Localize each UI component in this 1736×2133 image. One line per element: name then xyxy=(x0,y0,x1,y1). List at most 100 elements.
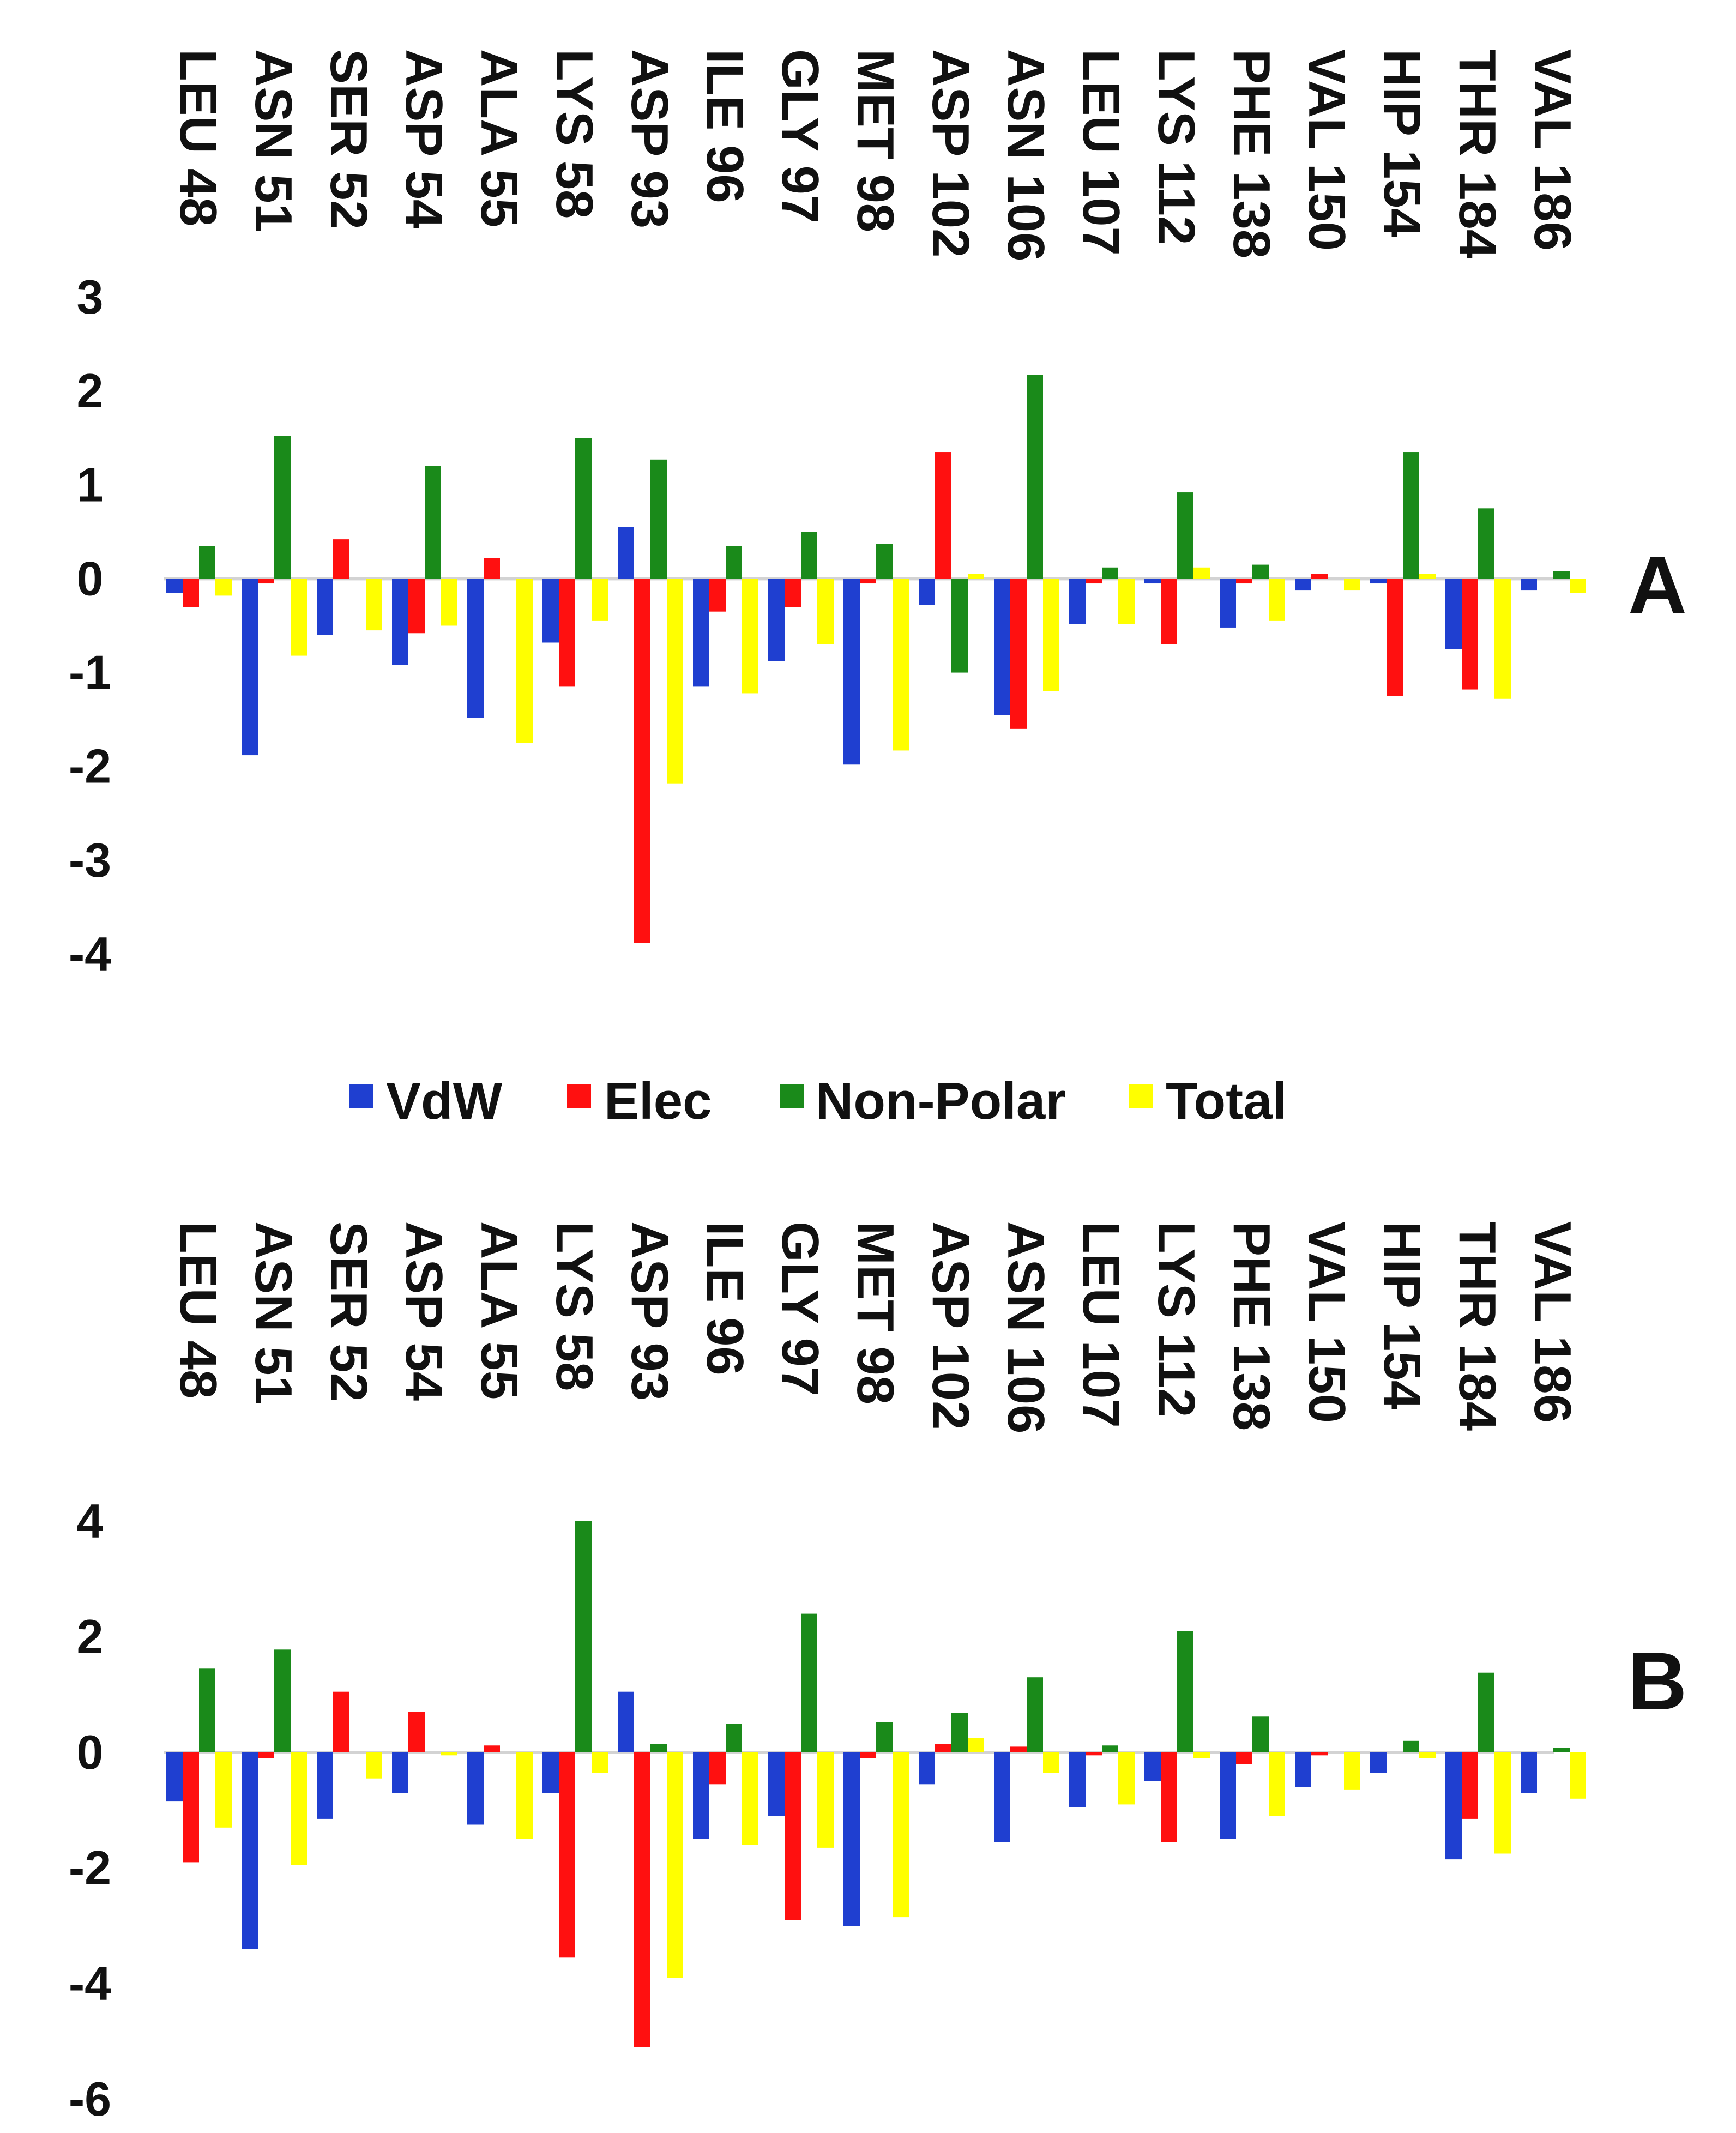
panel-b-bar-vdw-asp-54 xyxy=(392,1752,408,1793)
panel-b-bars xyxy=(166,1521,1586,2047)
panel-a-bar-vdw-ser-52 xyxy=(317,579,333,635)
panel-a-category-label-val-186: VAL 186 xyxy=(1523,49,1582,251)
panel-b-bar-total-asn-106 xyxy=(1043,1752,1059,1773)
panel-a-bar-non-polar-phe-138 xyxy=(1252,564,1269,579)
panel-a-y-tick-4: -1 xyxy=(69,646,111,700)
panel-a-bar-total-phe-138 xyxy=(1269,579,1285,621)
panel-b-bar-elec-lys-112 xyxy=(1161,1752,1177,1842)
panel-b-bar-total-asp-54 xyxy=(441,1752,457,1756)
panel-b-bar-elec-ile-96 xyxy=(709,1752,726,1785)
panel-a-bar-elec-ile-96 xyxy=(709,579,726,612)
panel-a-bar-non-polar-asp-93 xyxy=(650,459,667,579)
panel-b-bar-vdw-val-186 xyxy=(1521,1752,1537,1793)
panel-a-bar-non-polar-lys-112 xyxy=(1177,492,1194,579)
panel-a-bar-elec-asp-93 xyxy=(634,579,650,943)
panel-a-bar-vdw-met-98 xyxy=(843,579,860,765)
panel-a-bar-vdw-ile-96 xyxy=(693,579,709,687)
panel-b-bar-vdw-asn-106 xyxy=(994,1752,1010,1842)
panel-a-bar-elec-ala-55 xyxy=(484,558,500,579)
panel-a-bar-elec-phe-138 xyxy=(1236,579,1252,584)
panel-b-category-label-met-98: MET 98 xyxy=(846,1221,905,1405)
panel-b-bar-elec-asp-54 xyxy=(408,1712,425,1752)
panel-b-bar-total-ser-52 xyxy=(366,1752,382,1779)
panel-b-category-label-lys-58: LYS 58 xyxy=(545,1221,604,1391)
panel-a-bar-vdw-leu-48 xyxy=(166,579,183,593)
panel-b-bar-non-polar-leu-48 xyxy=(199,1668,215,1752)
panel-a-bar-total-leu-107 xyxy=(1118,579,1135,624)
panel-b-category-label-asp-93: ASP 93 xyxy=(620,1221,679,1401)
panel-b-bar-vdw-phe-138 xyxy=(1220,1752,1236,1839)
panel-a-bar-total-gly-97 xyxy=(817,579,834,644)
panel-b-bar-vdw-asn-51 xyxy=(242,1752,258,1949)
panel-a-bar-non-polar-gly-97 xyxy=(801,532,817,579)
panel-a-category-label-thr-184: THR 184 xyxy=(1448,49,1506,258)
panel-a-bar-total-lys-112 xyxy=(1194,567,1210,579)
panel-a-bar-total-thr-184 xyxy=(1494,579,1511,699)
panel-b-bar-total-hip-154 xyxy=(1419,1752,1436,1758)
panel-b-category-label-phe-138: PHE 138 xyxy=(1222,1221,1281,1431)
panel-a-bar-elec-leu-107 xyxy=(1086,579,1102,584)
panel-a-bar-non-polar-asp-54 xyxy=(425,466,441,579)
panel-a-category-labels: LEU 48 ASN 51 SER 52 ASP 54 ALA 55 LYS 58 ASP … xyxy=(169,49,1582,262)
panel-a-y-tick-1: 2 xyxy=(77,364,104,418)
panel-b-bar-vdw-leu-48 xyxy=(166,1752,183,1802)
panel-a-bar-vdw-val-150 xyxy=(1295,579,1311,591)
panel-a-bar-non-polar-lys-58 xyxy=(575,438,592,579)
panel-a-bar-total-asp-102 xyxy=(968,574,984,579)
panel-a-bar-total-val-186 xyxy=(1570,579,1586,593)
panel-a-bar-non-polar-hip-154 xyxy=(1403,452,1419,579)
panel-b-bar-elec-phe-138 xyxy=(1236,1752,1252,1764)
panel-b-category-label-lys-112: LYS 112 xyxy=(1147,1221,1205,1417)
panel-a-bar-vdw-asp-93 xyxy=(618,527,634,579)
panel-a-bar-non-polar-met-98 xyxy=(876,544,893,579)
panel-b-bar-total-thr-184 xyxy=(1494,1752,1511,1854)
panel-a-bar-total-val-150 xyxy=(1344,579,1360,591)
panel-b-bar-total-asn-51 xyxy=(291,1752,307,1865)
panel-b-category-labels: LEU 48 ASN 51 SER 52 ASP 54 ALA 55 LYS 58 ASP … xyxy=(169,1221,1582,1434)
legend-label-vdw: VdW xyxy=(386,1072,503,1130)
panel-b-bar-elec-ser-52 xyxy=(333,1691,349,1752)
panel-b-bar-non-polar-asn-106 xyxy=(1027,1677,1043,1752)
panel-b-bar-vdw-lys-58 xyxy=(542,1752,559,1793)
panel-a-bar-elec-ser-52 xyxy=(333,539,349,579)
panel-b-bar-non-polar-asn-51 xyxy=(274,1649,291,1752)
panel-b-bar-elec-leu-107 xyxy=(1086,1752,1102,1756)
panel-a-bar-total-asp-54 xyxy=(441,579,457,626)
legend-label-non-polar: Non-Polar xyxy=(816,1072,1066,1130)
panel-b-letter: B xyxy=(1628,1635,1687,1727)
panel-a-bar-non-polar-asp-102 xyxy=(951,579,968,673)
panel-b-y-tick-2: 0 xyxy=(77,1725,104,1779)
panel-b-bar-non-polar-thr-184 xyxy=(1478,1672,1494,1752)
panel-b-bar-vdw-ala-55 xyxy=(467,1752,484,1825)
panel-b-bar-non-polar-hip-154 xyxy=(1403,1740,1419,1752)
panel-a-bar-total-asp-93 xyxy=(667,579,683,784)
panel-a-bar-elec-asn-51 xyxy=(258,579,274,584)
panel-a-y-tick-2: 1 xyxy=(77,457,104,511)
panel-b-bar-total-lys-112 xyxy=(1194,1752,1210,1758)
panel-a-bar-elec-lys-58 xyxy=(559,579,575,687)
panel-a-bar-elec-asp-54 xyxy=(408,579,425,634)
panel-a-bar-elec-leu-48 xyxy=(183,579,199,607)
panel-b-bar-vdw-ser-52 xyxy=(317,1752,333,1819)
panel-b-bar-total-ile-96 xyxy=(742,1752,758,1845)
panel-b-bar-non-polar-val-186 xyxy=(1553,1748,1570,1752)
panel-b-bar-vdw-thr-184 xyxy=(1445,1752,1462,1860)
panel-a-bar-vdw-asp-54 xyxy=(392,579,408,665)
panel-b-y-tick-5: -6 xyxy=(69,2072,111,2126)
panel-a-category-label-ile-96: ILE 96 xyxy=(696,49,754,203)
panel-a-bar-vdw-val-186 xyxy=(1521,579,1537,591)
panel-a-letter: A xyxy=(1628,539,1687,631)
panel-b-bar-vdw-leu-107 xyxy=(1069,1752,1086,1807)
panel-b-bar-non-polar-lys-112 xyxy=(1177,1631,1194,1752)
panel-b-bar-vdw-gly-97 xyxy=(768,1752,785,1816)
panel-a-category-label-asp-102: ASP 102 xyxy=(921,49,980,258)
panel-b-bar-vdw-met-98 xyxy=(843,1752,860,1926)
panel-a-category-label-met-98: MET 98 xyxy=(846,49,905,232)
panel-a-bar-elec-hip-154 xyxy=(1387,579,1403,696)
panel-b-y-tick-labels: 4 2 0 -2 -4 -6 xyxy=(69,1494,111,2126)
panel-b-category-label-gly-97: GLY 97 xyxy=(771,1221,829,1396)
panel-b-bar-non-polar-asp-102 xyxy=(951,1713,968,1752)
panel-b-bar-elec-thr-184 xyxy=(1462,1752,1478,1819)
panel-b-bar-elec-leu-48 xyxy=(183,1752,199,1863)
